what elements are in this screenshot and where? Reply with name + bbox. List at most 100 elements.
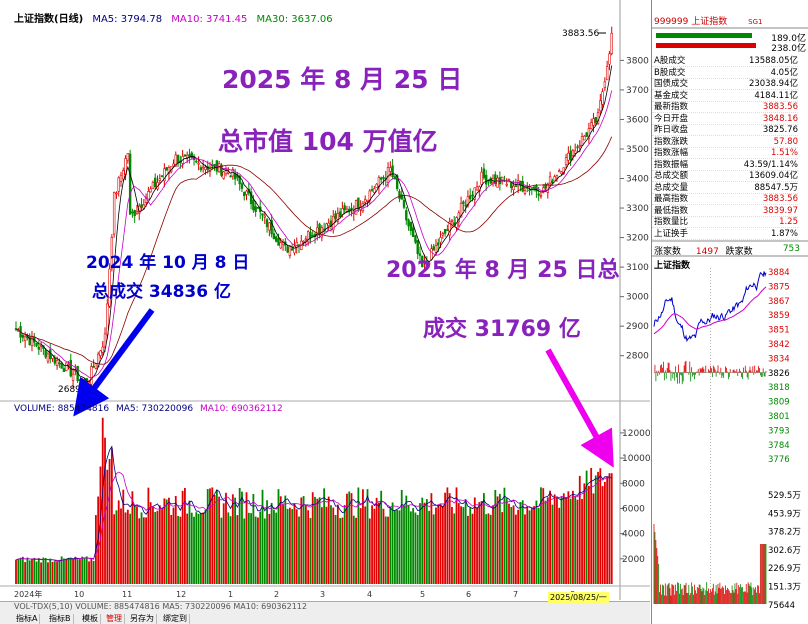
volume-bar <box>462 507 465 584</box>
volume-bar <box>560 496 563 584</box>
volume-bar <box>334 514 337 584</box>
price-tick-label: 3000 <box>626 293 649 303</box>
intraday-tick-label: 3851 <box>768 326 790 336</box>
volume-bar <box>437 504 440 584</box>
candle-body <box>432 246 435 251</box>
kline-chart-area[interactable]: 2800 2900 3000 3100 3200 3300 3400 3500 3600 3700… <box>0 0 650 624</box>
quote-row-value: 3848.16 <box>762 113 798 124</box>
volume-bar <box>384 516 387 584</box>
volume-bar <box>58 560 61 584</box>
candle-body <box>425 261 429 264</box>
kline-svg[interactable]: 2800 2900 3000 3100 3200 3300 3400 3500 3600 3700… <box>0 0 650 624</box>
candle-body <box>443 228 447 234</box>
candle-body <box>338 211 342 218</box>
volume-ma5-label: MA5: 730220096 <box>116 404 194 414</box>
volume-bar <box>204 509 207 584</box>
volume-bar <box>131 491 134 584</box>
volume-bar <box>521 500 524 584</box>
volume-bar <box>35 561 38 584</box>
candle-body <box>112 192 116 235</box>
volume-bar <box>37 558 40 584</box>
price-tick-label: 2800 <box>626 352 649 362</box>
candle-body <box>603 81 607 88</box>
candle-body <box>354 200 358 215</box>
stock-code: 999999 <box>654 17 689 27</box>
intraday-tick-label: 3842 <box>768 340 790 350</box>
candle-body <box>286 246 289 253</box>
volume-bar <box>140 512 143 584</box>
candle-body <box>418 253 422 256</box>
candle-body <box>119 174 123 182</box>
quote-row: 今日开盘 3848.16 <box>652 114 798 125</box>
candle-body <box>386 167 390 183</box>
volume-bar <box>28 560 31 584</box>
x-tick-label: 6 <box>466 590 471 599</box>
volume-ma5-line <box>15 445 612 562</box>
toolbar-tab[interactable]: 指标A <box>14 614 41 624</box>
candle-body <box>537 193 540 196</box>
candle-body <box>580 136 584 146</box>
quote-row-value: 57.80 <box>773 136 798 147</box>
candle-body <box>122 170 125 180</box>
volume-bar <box>218 496 221 584</box>
toolbar-tab[interactable]: 绑定到 <box>161 614 190 624</box>
toolbar-tab[interactable]: 管理 <box>104 614 125 624</box>
volume-bar <box>245 492 248 584</box>
volume-bar <box>592 493 595 584</box>
candle-body <box>172 163 175 167</box>
candle-body <box>539 195 543 197</box>
quote-row-label: 最新指数 <box>654 102 689 112</box>
volume-bar <box>508 503 510 584</box>
quote-row: 指数涨幅 1.51% <box>652 148 798 159</box>
candle-body <box>569 150 572 161</box>
candle-body <box>544 183 547 189</box>
volume-bar <box>480 501 483 584</box>
volume-bar <box>268 513 271 584</box>
volume-bar <box>311 492 314 584</box>
candle-body <box>192 155 196 160</box>
quote-row-label: 总成交额 <box>654 171 689 181</box>
quote-row-value: 1.25 <box>779 217 798 227</box>
toolbar-tab[interactable]: 另存为 <box>128 614 157 624</box>
volume-tick-label: 12000 <box>622 429 650 439</box>
volume-bar <box>51 561 54 584</box>
toolbar-tab[interactable]: 模板 <box>80 614 101 624</box>
volume-bar <box>199 512 202 584</box>
volume-bar <box>457 503 460 584</box>
volume-bar <box>487 513 490 584</box>
candle-body <box>441 233 445 236</box>
volume-bar <box>414 512 417 584</box>
toolbar-tab[interactable]: 指标B <box>47 614 74 624</box>
candle-body <box>135 211 139 214</box>
candle-body <box>375 183 378 188</box>
volume-bar <box>106 469 109 584</box>
volume-bar <box>31 558 33 584</box>
volume-bar <box>389 506 392 584</box>
volume-bar <box>323 488 326 584</box>
candle-body <box>316 227 319 236</box>
volume-bar <box>373 508 376 584</box>
volume-bar <box>549 490 551 584</box>
candle-body <box>341 208 344 215</box>
candle-body <box>65 362 68 371</box>
quote-row: B股成交 4.05亿 <box>652 68 798 79</box>
candle-body <box>108 268 111 307</box>
low-price-label: 2689 <box>58 385 81 395</box>
volume-bar <box>396 509 399 584</box>
quote-row-value: 3839.97 <box>762 205 798 216</box>
volume-bar <box>325 506 328 584</box>
volume-bar <box>594 475 597 584</box>
volume-bar <box>241 491 243 584</box>
candle-body <box>44 349 47 358</box>
volume-bar <box>142 517 145 584</box>
volume-bar <box>357 487 360 584</box>
candle-body <box>204 166 207 170</box>
volume-bar <box>291 509 294 584</box>
candle-body <box>473 187 476 200</box>
volume-bar <box>67 557 70 584</box>
candle-body <box>263 215 266 218</box>
volume-bar <box>382 508 385 584</box>
x-tick-label: 2024年 <box>14 589 42 599</box>
volume-bar <box>65 558 68 584</box>
volume-bar <box>174 495 177 584</box>
